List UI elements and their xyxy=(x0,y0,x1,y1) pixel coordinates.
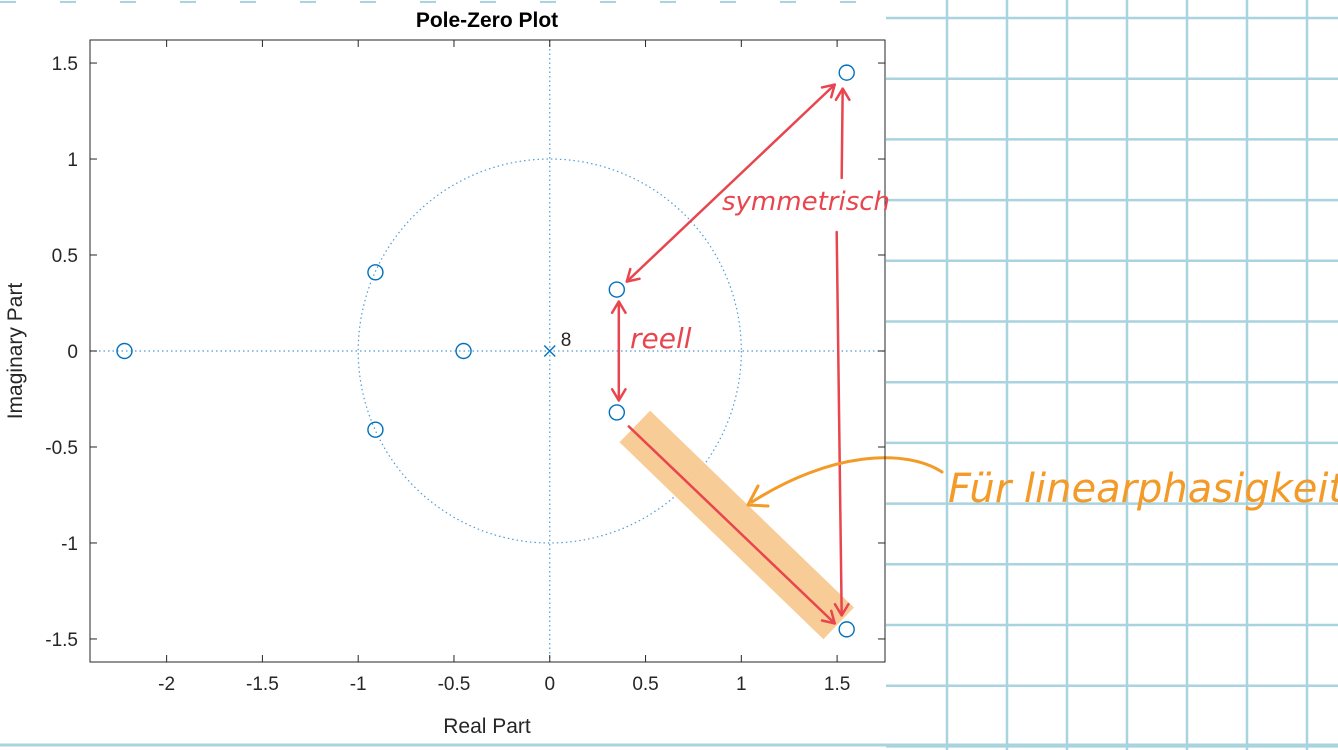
arrowhead xyxy=(746,484,770,508)
zero-marker xyxy=(367,264,384,281)
x-tick-label: -2 xyxy=(158,674,175,695)
x-tick-label: 1 xyxy=(736,674,747,695)
y-tick-label: -0.5 xyxy=(45,438,78,459)
annotation-real: reell xyxy=(630,322,692,355)
x-tick-label: -1.5 xyxy=(246,674,279,695)
arrowhead xyxy=(833,602,850,617)
x-tick-label: -0.5 xyxy=(438,674,471,695)
zero-marker xyxy=(838,621,855,638)
arrowhead xyxy=(820,609,836,625)
highlight-band xyxy=(619,410,854,640)
arrowhead xyxy=(625,267,641,283)
vertical-arrow xyxy=(835,230,843,617)
arrowhead xyxy=(820,83,836,99)
x-tick-label: -1 xyxy=(350,674,367,695)
zero-marker xyxy=(116,342,133,360)
y-axis-label: Imaginary Part xyxy=(4,283,27,420)
x-tick-label: 0.5 xyxy=(632,674,658,695)
x-tick-label: 1.5 xyxy=(824,674,850,695)
chart-title: Pole-Zero Plot xyxy=(416,9,558,32)
x-axis-label: Real Part xyxy=(443,715,531,738)
pole-multiplicity-label: 8 xyxy=(561,330,572,351)
y-tick-label: 0 xyxy=(67,342,78,363)
symmetric-arrow xyxy=(625,83,836,283)
arrowhead xyxy=(610,388,627,402)
y-tick-label: 1.5 xyxy=(52,54,78,75)
y-tick-label: 0.5 xyxy=(52,246,78,267)
zero-marker xyxy=(367,421,384,438)
axes-box xyxy=(89,39,886,663)
y-tick-label: -1 xyxy=(61,534,78,555)
y-tick-label: -1.5 xyxy=(45,630,78,651)
arrowhead xyxy=(610,300,627,314)
vertical-arrow xyxy=(840,87,844,180)
zero-marker xyxy=(608,404,626,421)
unit-circle xyxy=(357,158,742,544)
y-tick-label: 1 xyxy=(67,150,78,171)
annotation-symmetric: symmetrisch xyxy=(722,187,890,217)
linear-phase-arrow xyxy=(750,456,944,504)
highlight-arrow xyxy=(627,425,836,625)
zero-marker xyxy=(608,281,626,298)
zero-marker xyxy=(838,64,855,81)
pole-marker xyxy=(543,345,556,357)
zero-marker xyxy=(455,342,472,360)
x-tick-label: 0 xyxy=(544,674,555,695)
annotation-linear-phase: Für linearphasigkeit xyxy=(948,466,1338,512)
arrowhead xyxy=(834,87,851,102)
